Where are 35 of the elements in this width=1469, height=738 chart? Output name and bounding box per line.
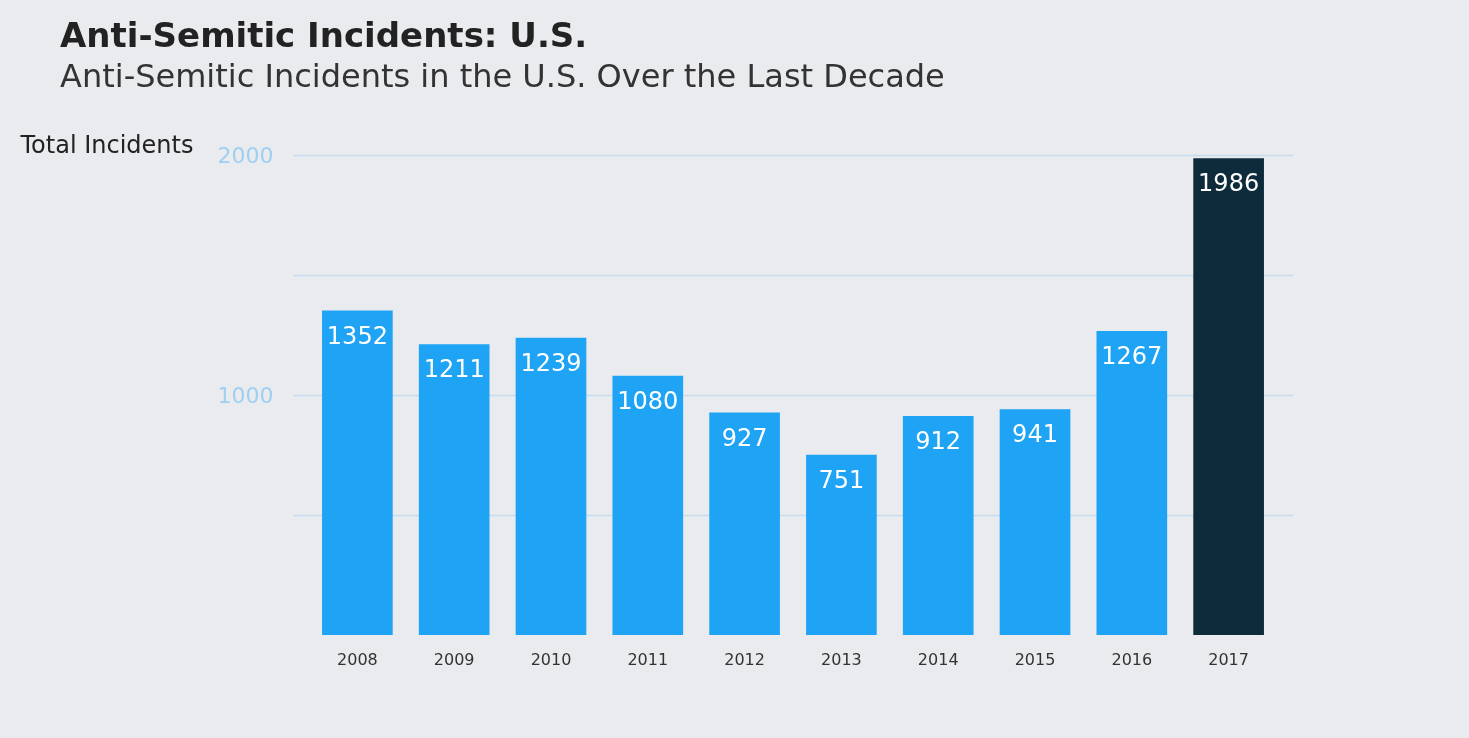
data-label: 912 — [915, 427, 962, 456]
x-tick-label: 2010 — [530, 649, 572, 669]
x-tick-label: 2017 — [1208, 649, 1249, 669]
data-label: 1986 — [1198, 169, 1260, 198]
bar — [999, 409, 1071, 635]
bar — [902, 416, 974, 635]
x-tick-label: 2008 — [337, 649, 378, 669]
x-tick-label: 2012 — [724, 649, 765, 669]
chart-title: Anti-Semitic Incidents: U.S. — [60, 15, 588, 55]
x-tick-label: 2014 — [917, 649, 959, 669]
data-label: 1239 — [520, 348, 582, 377]
y-tick-label: 1000 — [217, 382, 274, 408]
x-tick-label: 2011 — [627, 649, 669, 669]
data-label: 1080 — [617, 386, 679, 415]
bar — [709, 412, 780, 635]
data-label: 1211 — [423, 355, 485, 384]
y-tick-label: 2000 — [217, 142, 274, 168]
y-axis-title: Total Incidents — [19, 130, 194, 159]
data-label: 1352 — [326, 321, 388, 350]
data-label: 941 — [1012, 420, 1058, 449]
x-tick-label: 2013 — [821, 649, 862, 669]
chart-subtitle: Anti-Semitic Incidents in the U.S. Over the Last Decade — [60, 57, 945, 95]
bar — [1096, 330, 1168, 635]
x-tick-label: 2015 — [1014, 649, 1056, 669]
data-label: 751 — [818, 465, 865, 494]
data-label: 1267 — [1101, 341, 1163, 370]
bar — [806, 454, 877, 635]
bar — [322, 310, 393, 635]
bar — [515, 337, 587, 635]
bar — [1193, 158, 1264, 635]
data-label: 927 — [721, 423, 768, 452]
bar — [612, 375, 684, 635]
bar — [418, 344, 490, 635]
x-tick-label: 2009 — [433, 649, 475, 669]
x-tick-label: 2016 — [1111, 649, 1153, 669]
